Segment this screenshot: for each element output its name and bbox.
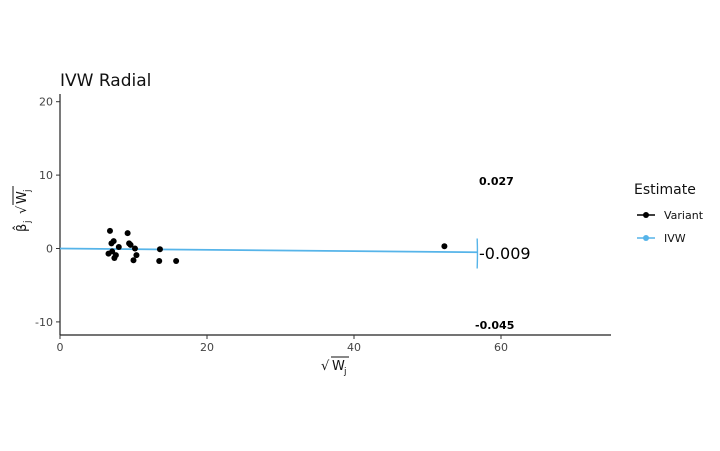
svg-text:√: √: [321, 359, 330, 374]
y-tick-label: 0: [46, 243, 53, 256]
svg-text:j: j: [23, 189, 33, 193]
x-tick-label: 60: [494, 341, 508, 354]
svg-text:j: j: [343, 367, 347, 377]
svg-text:W: W: [332, 359, 345, 374]
x-tick-label: 20: [200, 341, 214, 354]
y-tick-label: 10: [39, 169, 53, 182]
variant-point: [131, 245, 138, 252]
variant-point: [115, 244, 122, 251]
variant-point: [130, 257, 137, 264]
variant-point: [110, 238, 117, 245]
variant-point: [109, 248, 116, 255]
estimate-label: -0.009: [479, 244, 531, 263]
y-tick-label: -10: [35, 316, 53, 329]
legend-key-point: [643, 235, 649, 241]
y-axis-title: β̂ j √ W j: [12, 186, 33, 232]
x-tick-label: 40: [347, 341, 361, 354]
upper-ci-label: 0.027: [479, 175, 514, 188]
variant-point: [106, 227, 113, 234]
variant-point: [173, 257, 180, 264]
legend: Estimate Variant IVW: [634, 182, 704, 245]
variant-point: [441, 243, 448, 250]
y-tick-label: 20: [39, 96, 53, 109]
svg-text:β̂: β̂: [13, 224, 30, 232]
variant-point: [112, 252, 119, 259]
variant-point: [156, 257, 163, 264]
svg-text:√: √: [15, 205, 30, 214]
legend-label: Variant: [664, 209, 704, 222]
ivw-line: [59, 247, 478, 254]
plot-area: 0 20 40 60 -10 0 10 20 0.027 -0.009 -0.045: [35, 94, 611, 354]
x-axis-title: √ W j: [321, 356, 349, 377]
svg-text:W: W: [15, 191, 30, 204]
variant-point: [124, 230, 131, 237]
chart-title: IVW Radial: [60, 71, 151, 91]
svg-text:j: j: [23, 220, 33, 224]
variant-point: [133, 252, 140, 259]
legend-title: Estimate: [634, 182, 696, 198]
variant-point: [127, 241, 134, 248]
variant-point: [156, 246, 163, 253]
lower-ci-label: -0.045: [475, 319, 514, 332]
legend-key-point: [643, 212, 649, 218]
legend-label: IVW: [664, 232, 686, 245]
x-tick-label: 0: [57, 341, 64, 354]
